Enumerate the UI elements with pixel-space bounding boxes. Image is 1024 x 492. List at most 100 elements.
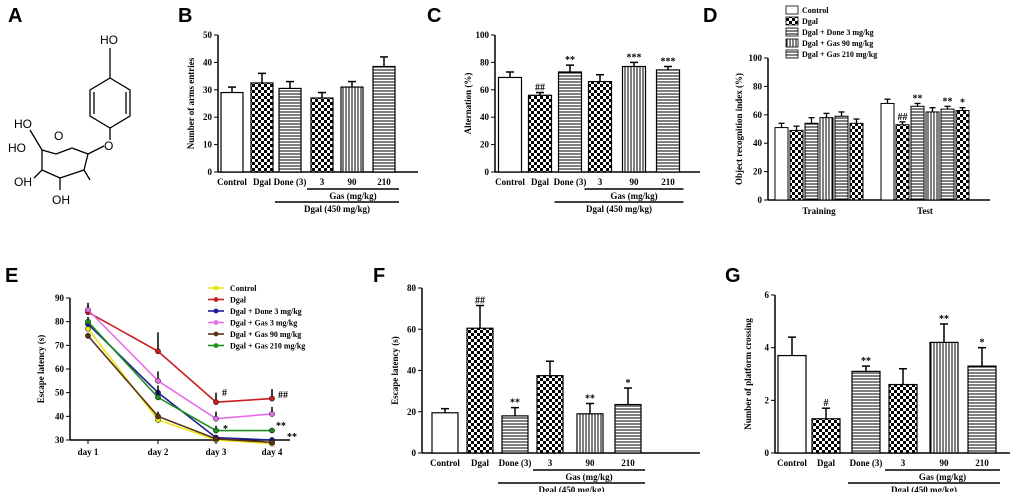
bar (895, 124, 910, 201)
series-line (87, 335, 273, 444)
x-tick-label: 3 (320, 177, 325, 187)
x-tick-label: Done (3) (850, 458, 883, 468)
chart-b: 0 10 20 30 40 50 Number of arms entries Control… (186, 30, 418, 214)
y-tick-label: 60 (407, 324, 417, 334)
significance-mark: ** (861, 356, 871, 367)
chart-f: 0 20 40 60 80 Escape latency (s) Control ## Dgal… (390, 283, 700, 492)
series-line (87, 311, 273, 403)
significance-mark: * (223, 424, 228, 435)
x-tick-label: 210 (975, 458, 989, 468)
data-point (213, 399, 219, 405)
y-axis-label: Escape latency (s) (390, 336, 400, 405)
y-tick-label: 10 (203, 140, 213, 150)
y-tick-label: 60 (55, 364, 65, 374)
x-tick-label: 210 (377, 177, 391, 187)
x-tick-label: 3 (548, 458, 553, 468)
chart-e: 30 40 50 60 70 80 90 Escape latency (s) day 1 day… (36, 284, 305, 457)
y-tick-label: 100 (476, 30, 490, 40)
x-tick-label: Control (495, 177, 525, 187)
y-axis-label: Object recognition index (%) (734, 73, 744, 185)
y-tick-label: 40 (480, 112, 490, 122)
legend-entry: Control (802, 6, 829, 15)
y-tick-label: 60 (753, 110, 763, 120)
y-tick-label: 4 (765, 343, 770, 353)
panel-label-g: G (725, 265, 741, 287)
significance-mark: *** (661, 57, 676, 68)
legend-marker (213, 343, 219, 348)
y-axis-label: Escape latency (s) (36, 335, 46, 404)
y-tick-label: 70 (55, 340, 65, 350)
bar (527, 94, 553, 173)
gas-group-label: Gas (mg/kg) (610, 191, 657, 201)
x-tick-label: Dgal (253, 177, 271, 187)
x-tick-label: Control (217, 177, 247, 187)
y-tick-label: 0 (208, 167, 213, 177)
data-point (155, 348, 161, 355)
bar (955, 110, 970, 201)
mol-label-ho-top: HO (100, 33, 118, 47)
legend-marker (213, 331, 219, 337)
x-tick-label: 3 (598, 177, 603, 187)
y-axis-label: Alternation (%) (463, 73, 473, 135)
data-point (155, 394, 161, 401)
bar (655, 69, 681, 173)
x-tick-label: day 3 (206, 447, 227, 457)
x-tick-label: Dgal (531, 177, 549, 187)
legend-entry: Dgal + Gas 3 mg/kg (230, 319, 297, 328)
y-tick-label: 40 (407, 366, 417, 376)
bar (777, 354, 807, 454)
significance-mark: # (222, 388, 227, 399)
legend-entry: Dgal + Gas 210 mg/kg (230, 342, 305, 351)
y-tick-label: 80 (407, 283, 417, 293)
significance-mark: * (960, 98, 965, 109)
legend-swatch (785, 38, 799, 48)
y-tick-label: 20 (203, 112, 213, 122)
panel-label-d: D (703, 5, 717, 27)
legend-entry: Control (230, 284, 257, 293)
x-tick-label: Done (3) (554, 177, 587, 187)
panel-label-f: F (373, 265, 385, 287)
bar (614, 403, 642, 454)
legend-swatch (785, 49, 799, 59)
data-point (213, 415, 219, 422)
data-point (155, 377, 161, 384)
bar (431, 412, 459, 454)
significance-mark: ** (287, 432, 297, 443)
data-point (85, 333, 91, 339)
data-point (269, 411, 275, 417)
bar (940, 108, 955, 201)
x-tick-label: day 4 (262, 447, 283, 457)
bar (834, 115, 849, 201)
y-tick-label: 40 (55, 411, 65, 421)
legend-marker (213, 320, 219, 325)
x-tick-label: day 1 (78, 447, 99, 457)
significance-mark: * (980, 338, 985, 349)
significance-mark: ** (276, 421, 286, 432)
x-tick-label: Dgal (817, 458, 835, 468)
data-point (85, 318, 91, 325)
gas-group-label: Gas (mg/kg) (329, 191, 376, 201)
bar (789, 129, 804, 201)
panel-label-e: E (5, 265, 18, 287)
mol-label-ho-2: HO (8, 141, 26, 155)
bar (536, 375, 564, 454)
bar (466, 327, 494, 454)
mol-label-o-ring: O (54, 129, 63, 143)
chart-g: 0 2 4 6 Number of platform crossing Control # D… (743, 290, 1010, 492)
panel-label-b: B (178, 5, 192, 27)
bar (925, 111, 940, 201)
bar (811, 418, 841, 454)
dgal-group-label: Dgal (450 mg/kg) (539, 485, 605, 492)
bar (910, 105, 925, 201)
legend-entry: Dgal + Gas 90 mg/kg (802, 39, 873, 48)
data-point (155, 413, 161, 420)
bar (576, 413, 604, 454)
data-point (213, 427, 219, 434)
bar (621, 65, 647, 173)
bar (587, 80, 613, 173)
y-tick-label: 20 (480, 140, 490, 150)
significance-mark: ** (939, 314, 949, 325)
bar (804, 122, 819, 201)
x-tick-label: 90 (940, 458, 950, 468)
